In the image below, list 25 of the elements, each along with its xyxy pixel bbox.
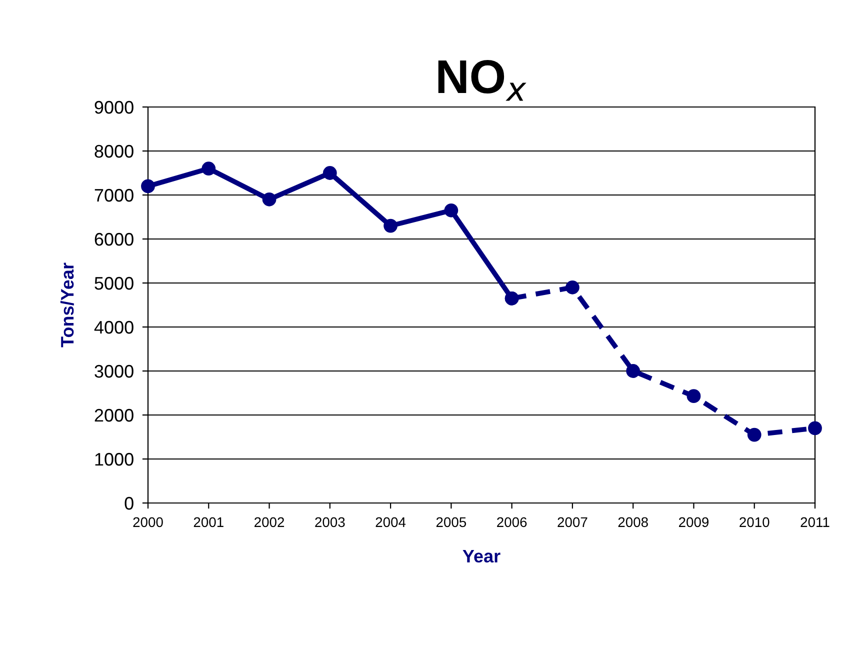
x-axis-title: Year xyxy=(462,550,500,563)
x-tick-label: 2000 xyxy=(133,517,163,528)
x-tick-label: 2001 xyxy=(194,517,224,528)
x-tick-label: 2002 xyxy=(254,517,284,528)
x-tick-label: 2003 xyxy=(315,517,345,528)
x-tick-label: 2011 xyxy=(800,517,830,528)
x-tick-label: 2007 xyxy=(558,517,588,528)
x-tick-label: 2008 xyxy=(618,517,648,528)
y-tick-label: 1000 xyxy=(95,452,134,466)
x-tick-label: 2009 xyxy=(678,517,709,528)
x-tick-label: 2006 xyxy=(497,517,527,528)
x-tick-label: 2010 xyxy=(740,517,770,528)
y-tick-label: 0 xyxy=(124,496,134,510)
y-tick-label: 7000 xyxy=(94,188,134,202)
chart-title: NO$_{x}$ xyxy=(438,60,526,101)
y-tick-label: 9000 xyxy=(94,100,134,114)
y-tick-label: 3000 xyxy=(94,364,134,378)
y-tick-label: 6000 xyxy=(94,232,134,246)
y-tick-label: 5000 xyxy=(94,276,134,290)
y-axis-title: Tons/Year xyxy=(60,262,74,348)
y-tick-label: 8000 xyxy=(94,144,134,158)
y-tick-label: 4000 xyxy=(94,320,134,334)
x-tick-label: 2004 xyxy=(376,517,406,528)
y-tick-label: 2000 xyxy=(94,408,134,422)
x-tick-label: 2005 xyxy=(436,517,466,528)
